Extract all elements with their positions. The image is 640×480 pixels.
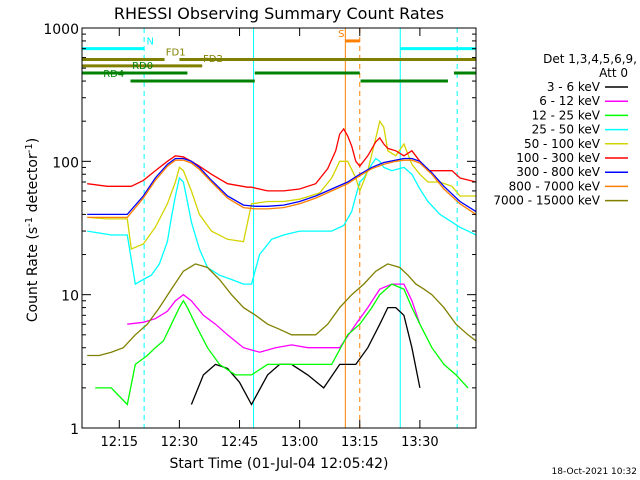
x-tick-label-5: 13:30 — [401, 435, 438, 450]
series-line-1 — [127, 283, 421, 353]
y-tick-label-1: 10 — [61, 289, 79, 305]
x-tick-label-2: 12:45 — [221, 435, 258, 450]
y-label-part-2: detector — [25, 153, 41, 217]
flag-bars: N S FD1 FD2 RD0 RD4 — [82, 29, 476, 83]
x-tick-label-1: 12:30 — [161, 435, 198, 450]
legend-label-4: 50 - 100 keV — [524, 137, 601, 151]
axes: 12:15 12:30 12:45 13:00 13:15 13:30 1 10 100 1000 — [43, 22, 477, 450]
legend-label-6: 300 - 800 keV — [516, 165, 600, 179]
plot-background — [82, 28, 476, 428]
flag-label-n: N — [147, 37, 154, 48]
y-label-part-1: Count Rate (s — [25, 227, 41, 322]
series-line-8 — [87, 263, 477, 357]
legend-label-0: 3 - 6 keV — [547, 80, 601, 94]
series-line-2 — [95, 283, 469, 406]
series-lines — [87, 119, 477, 406]
series-line-5 — [87, 127, 477, 192]
y-tick-label-0: 1 — [70, 422, 79, 438]
y-tick-label-3: 1000 — [43, 22, 79, 38]
flag-label-fd2: FD2 — [203, 54, 223, 65]
flag-label-rd4: RD4 — [103, 69, 124, 80]
flag-label-fd1: FD1 — [166, 48, 186, 59]
legend-label-5: 100 - 300 keV — [516, 151, 600, 165]
flag-label-rd0: RD0 — [132, 61, 153, 72]
y-label-sup-2: -1 — [24, 143, 35, 153]
y-axis-label: Count Rate (s-1 detector-1) — [24, 138, 42, 322]
y-label-sup-1: -1 — [24, 217, 35, 227]
x-tick-label-3: 13:00 — [281, 435, 318, 450]
y-tick-label-2: 100 — [52, 155, 79, 171]
series-line-3 — [87, 157, 477, 286]
flag-label-s: S — [338, 29, 344, 40]
plot-area — [82, 28, 476, 428]
series-line-4 — [87, 119, 476, 250]
chart-title: RHESSI Observing Summary Count Rates — [114, 4, 444, 23]
legend-label-8: 7000 - 15000 keV — [493, 194, 600, 208]
legend-label-1: 6 - 12 keV — [539, 94, 601, 108]
legend-header-1: Det 1,3,4,5,6,9, — [543, 52, 637, 66]
x-tick-label-4: 13:15 — [341, 435, 378, 450]
x-axis-label: Start Time (01-Jul-04 12:05:42) — [169, 456, 388, 472]
series-line-6 — [87, 157, 477, 216]
plot-frame — [81, 27, 477, 429]
legend-label-2: 12 - 25 keV — [532, 108, 601, 122]
x-tick-label-0: 12:15 — [101, 435, 138, 450]
legend-header-2: Att 0 — [599, 66, 628, 80]
legend-label-3: 25 - 50 keV — [532, 123, 601, 137]
legend-label-7: 800 - 7000 keV — [509, 179, 601, 193]
y-label-part-3: ) — [25, 138, 41, 143]
series-line-7 — [87, 159, 477, 219]
footer-timestamp: 18-Oct-2021 10:32 — [552, 467, 637, 477]
